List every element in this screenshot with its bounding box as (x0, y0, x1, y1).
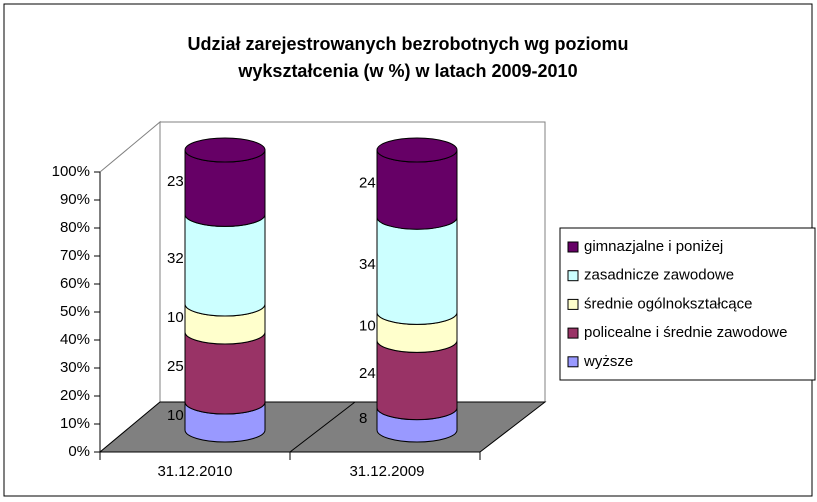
legend-swatch (567, 327, 579, 339)
data-label: 10 (167, 407, 184, 424)
y-tick-label: 70% (60, 247, 90, 264)
y-tick-label: 20% (60, 387, 90, 404)
y-tick-label: 50% (60, 303, 90, 320)
legend (559, 227, 816, 381)
y-tick-label: 90% (60, 191, 90, 208)
data-label: 10 (167, 309, 184, 326)
data-label: 24 (359, 365, 376, 382)
data-label: 10 (359, 317, 376, 334)
legend-label: średnie ogólnokształcące (584, 295, 752, 312)
data-label: 24 (359, 175, 376, 192)
chart-title: Udział zarejestrowanych bezrobotnych wg … (187, 34, 628, 54)
y-tick-label: 30% (60, 359, 90, 376)
legend-label: gimnazjalne i poniżej (584, 238, 723, 255)
legend-swatch (567, 270, 579, 282)
floor-divider (289, 401, 356, 453)
legend-label: policealne i średnie zawodowe (584, 324, 787, 341)
y-tick-label: 80% (60, 219, 90, 236)
cylinder-top (376, 137, 458, 163)
side-wall (99, 120, 161, 454)
data-label: 23 (167, 173, 184, 190)
data-label: 32 (167, 250, 184, 267)
cylinder-segment (376, 217, 458, 325)
legend-label: wyższe (583, 353, 633, 370)
legend-swatch (567, 356, 579, 368)
y-tick-label: 40% (60, 331, 90, 348)
y-tick-label: 0% (68, 443, 90, 460)
legend-swatch (567, 241, 579, 253)
legend-label: zasadnicze zawodowe (584, 267, 734, 284)
data-label: 8 (359, 410, 367, 427)
cylinder-segment (184, 214, 266, 317)
data-label: 34 (359, 256, 376, 273)
y-tick-label: 10% (60, 415, 90, 432)
y-tick-label: 60% (60, 275, 90, 292)
x-tick-label: 31.12.2010 (157, 463, 232, 480)
y-tick-label: 100% (52, 163, 90, 180)
x-tick-label: 31.12.2009 (349, 463, 424, 480)
chart-subtitle: wykształcenia (w %) w latach 2009-2010 (237, 61, 577, 81)
legend-swatch (567, 298, 579, 310)
data-label: 25 (167, 358, 184, 375)
cylinder-top (184, 137, 266, 163)
